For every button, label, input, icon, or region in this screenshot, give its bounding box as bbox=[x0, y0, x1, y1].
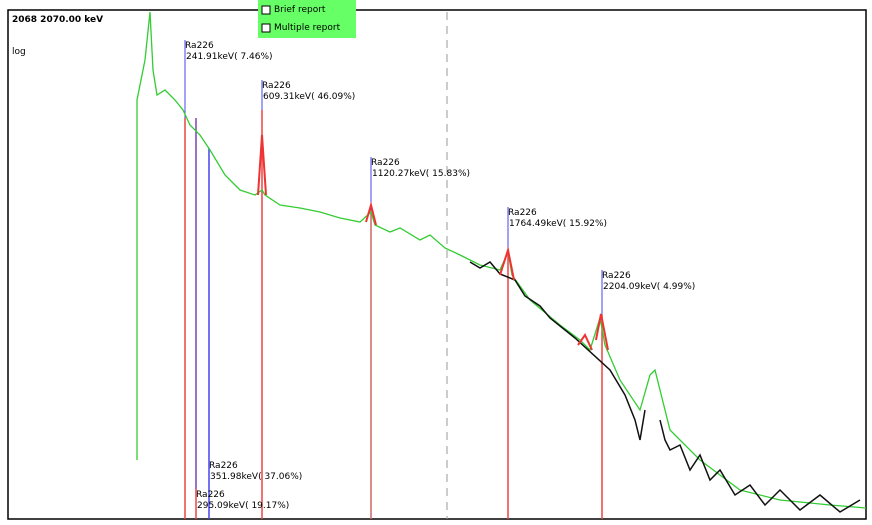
peak-nuclide: Ra226 bbox=[371, 158, 400, 168]
scale-label: log bbox=[12, 47, 26, 57]
peak-fit bbox=[257, 134, 609, 351]
spectrum bbox=[136, 11, 867, 509]
peak-label: 295.09keV( 19.17%) bbox=[197, 501, 289, 511]
option-label[interactable]: Brief report bbox=[274, 5, 326, 15]
checkbox[interactable] bbox=[261, 23, 271, 33]
peak-nuclide: Ra226 bbox=[185, 41, 214, 51]
peak-label: 1764.49keV( 15.92%) bbox=[509, 219, 607, 229]
option-label[interactable]: Multiple report bbox=[274, 23, 341, 33]
peak-label: 1120.27keV( 15.83%) bbox=[372, 169, 470, 179]
peak-nuclide: Ra226 bbox=[209, 461, 238, 471]
peak-label: 241.91keV( 7.46%) bbox=[186, 52, 273, 62]
energy-readout: 2068 2070.00 keV bbox=[12, 15, 103, 25]
spectrum-noise bbox=[469, 261, 861, 513]
peak-nuclide: Ra226 bbox=[602, 271, 631, 281]
peak-label: 609.31keV( 46.09%) bbox=[263, 92, 355, 102]
peak-nuclide: Ra226 bbox=[196, 490, 225, 500]
peak-label: 2204.09keV( 4.99%) bbox=[603, 282, 695, 292]
checkbox[interactable] bbox=[261, 5, 271, 15]
peak-nuclide: Ra226 bbox=[262, 81, 291, 91]
peak-label: 351.98keV( 37.06%) bbox=[210, 472, 302, 482]
report-options bbox=[258, 0, 356, 38]
frame bbox=[7, 9, 867, 520]
peak-nuclide: Ra226 bbox=[508, 208, 537, 218]
